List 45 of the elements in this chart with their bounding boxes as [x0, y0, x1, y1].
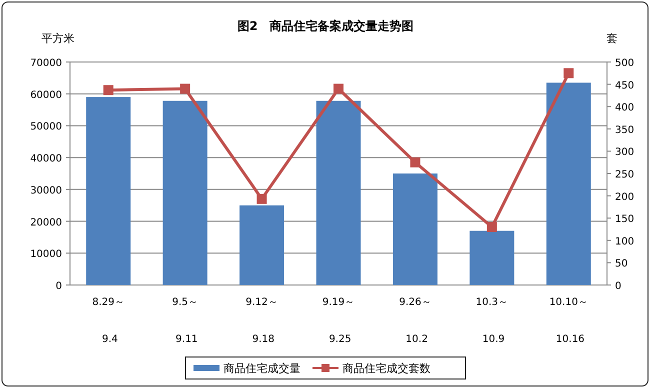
y-tick-label: 30000 [30, 185, 62, 196]
y2-tick-label: 300 [615, 147, 634, 158]
category-label: 8.29～ 9.4 [92, 297, 124, 345]
y2-tick-label: 250 [615, 170, 634, 180]
point [180, 84, 190, 94]
category-label: 9.19～ 9.25 [322, 297, 355, 345]
bar [86, 97, 131, 285]
y-tick-label: 40000 [30, 154, 62, 165]
category-label: 10.3～ 10.9 [476, 297, 508, 345]
category-label: 10.10～ 10.16 [549, 297, 588, 345]
y-tick-label: 50000 [30, 122, 62, 133]
point [103, 85, 114, 96]
bar [316, 100, 361, 285]
legend-label: 商品住宅成交量 [224, 362, 300, 375]
point [256, 194, 267, 204]
legend-label: 商品住宅成交套数 [342, 362, 430, 375]
y2-tick-label: 150 [615, 214, 634, 226]
y2-tick-label: 50 [615, 258, 628, 270]
point [486, 222, 497, 232]
bar [162, 100, 208, 285]
y2-tick-label: 350 [615, 124, 634, 136]
y2-tick-label: 400 [615, 102, 634, 114]
point [334, 84, 344, 94]
y-tick-label: 10000 [30, 249, 62, 260]
category-label: 9.12～ 9.18 [246, 297, 278, 345]
chart-title: 图2 商品住宅备案成交量走势图 [237, 19, 414, 33]
bar [546, 82, 591, 285]
bar [240, 205, 284, 285]
y2-axis-title: 套 [606, 32, 618, 45]
y2-tick-label: 500 [615, 58, 634, 69]
y-tick-label: 0 [56, 281, 62, 292]
y2-tick-label: 0 [615, 281, 622, 292]
point [564, 68, 574, 78]
y-axis-title: 平方米 [42, 32, 74, 45]
y-tick-label: 70000 [30, 58, 62, 69]
point [410, 157, 420, 168]
y2-tick-label: 200 [615, 192, 634, 203]
bar [392, 174, 438, 285]
y-tick-label: 20000 [30, 217, 62, 228]
category-label: 9.26～ 10.2 [399, 297, 432, 345]
category-label: 9.5～ 9.11 [172, 297, 198, 345]
y-tick-label: 60000 [30, 90, 62, 101]
y2-tick-label: 450 [615, 80, 634, 92]
bar [470, 230, 514, 285]
y2-tick-label: 100 [615, 236, 634, 248]
